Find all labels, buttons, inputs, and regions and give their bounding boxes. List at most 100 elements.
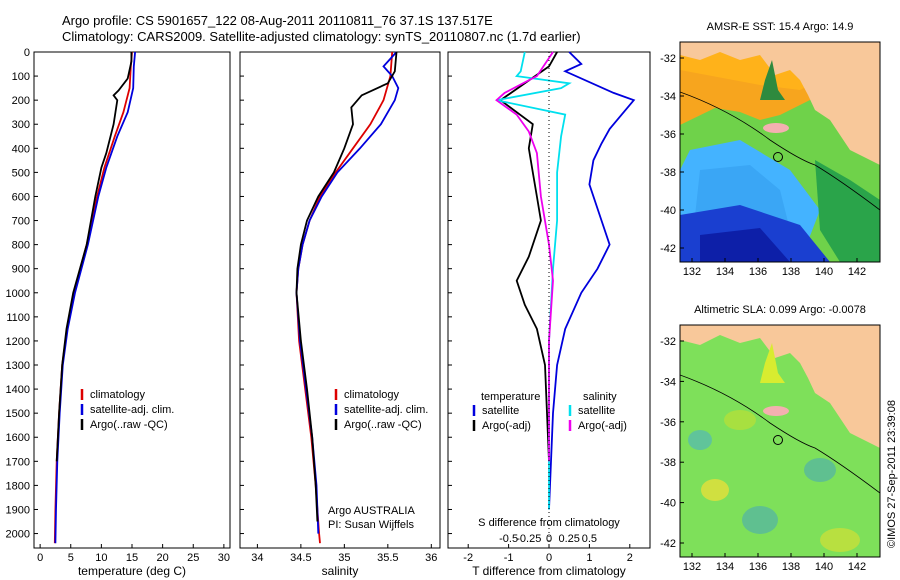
difference-legend-label: satellite	[578, 405, 615, 417]
difference-panel: -2 -1 0 1 2T difference from climatology	[447, 51, 651, 578]
temperature-series-line	[55, 52, 133, 462]
difference-xtick-label: -1	[504, 552, 514, 564]
sla_map-title: Altimetric SLA: 0.099 Argo: -0.0078	[694, 304, 866, 316]
depth-tick-label: 1500	[6, 408, 30, 420]
depth-tick-label: 1300	[6, 360, 30, 372]
depth-tick-label: 800	[12, 240, 30, 252]
sst_map-xtick-label: 138	[782, 266, 800, 278]
temperature-xtick-label: 0	[37, 552, 43, 564]
temperature-series-line	[54, 51, 136, 544]
salinity-legend-label: Argo(..raw -QC)	[344, 419, 422, 431]
salinity-annotation: Argo AUSTRALIA	[328, 505, 415, 517]
difference-legend-label: Argo(-adj)	[578, 420, 627, 432]
difference-legend-label: satellite	[482, 405, 519, 417]
sla_map-ytick-label: -34	[660, 376, 676, 388]
temperature-frame	[33, 51, 231, 549]
sst_map-ytick-label: -34	[660, 91, 676, 103]
difference-series-line	[548, 51, 636, 510]
temperature-xlabel: temperature (deg C)	[78, 564, 186, 578]
salinity-legend-label: satellite-adj. clim.	[344, 404, 428, 416]
sla_map-ytick-label: -38	[660, 457, 676, 469]
difference-s-tick-label: -0.25	[516, 533, 541, 545]
sst_map-ytick-label: -38	[660, 167, 676, 179]
sst_map-ytick-label: -36	[660, 129, 676, 141]
salinity-xtick-label: 34.5	[290, 552, 311, 564]
depth-tick-label: 1400	[6, 384, 30, 396]
depth-tick-label: 100	[12, 71, 30, 83]
sst_map-xtick-label: 142	[848, 266, 866, 278]
depth-tick-label: 1600	[6, 432, 30, 444]
temperature-legend-label: climatology	[90, 389, 146, 401]
sst_map-title: AMSR-E SST: 15.4 Argo: 14.9	[707, 21, 854, 33]
sla_map-xtick-label: 134	[716, 561, 734, 573]
sla-map-frame	[679, 324, 881, 558]
temperature-series-line	[53, 51, 133, 544]
sst_map-xtick-label: 136	[749, 266, 767, 278]
sst_map-xtick-label: 140	[815, 266, 833, 278]
temperature-legend-label: Argo(..raw -QC)	[90, 419, 168, 431]
depth-tick-label: 1000	[6, 288, 30, 300]
depth-tick-label: 700	[12, 216, 30, 228]
sst_map-ytick-label: -42	[660, 243, 676, 255]
salinity-xtick-label: 36	[425, 552, 437, 564]
sla_map-xtick-label: 132	[683, 561, 701, 573]
depth-tick-label: 0	[24, 47, 30, 59]
temperature-xtick-label: 5	[68, 552, 74, 564]
depth-tick-label: 900	[12, 264, 30, 276]
sla_map-xtick-label: 138	[782, 561, 800, 573]
temperature-legend-label: satellite-adj. clim.	[90, 404, 174, 416]
difference-xtick-label: 0	[546, 552, 552, 564]
difference-s-tick-label: 0.5	[582, 533, 597, 545]
sla_map-xtick-label: 140	[815, 561, 833, 573]
temperature-xtick-label: 20	[157, 552, 169, 564]
salinity-panel: 34 34.5 35 35.5 36 salinity	[239, 51, 441, 578]
sst_map-xtick-label: 132	[683, 266, 701, 278]
difference-s-tick-label: -0.5	[499, 533, 518, 545]
difference-legend-label: Argo(-adj)	[482, 420, 531, 432]
difference-xtick-label: 2	[627, 552, 633, 564]
sst_map-xtick-label: 134	[716, 266, 734, 278]
sla_map-ytick-label: -36	[660, 417, 676, 429]
depth-tick-label: 1200	[6, 336, 30, 348]
difference-series-line	[498, 51, 558, 462]
difference-s-tick-label: 0	[546, 533, 552, 545]
depth-tick-label: 1100	[6, 312, 30, 324]
salinity-legend-label: climatology	[344, 389, 400, 401]
chart-title-line1: Argo profile: CS 5901657_122 08-Aug-2011…	[62, 13, 493, 28]
salinity-series-line	[295, 51, 400, 534]
sla_map-xtick-label: 136	[749, 561, 767, 573]
difference-s-xlabel: S difference from climatology	[478, 517, 620, 529]
difference-legend-header-salinity: salinity	[583, 391, 617, 403]
depth-tick-label: 2000	[6, 529, 30, 541]
difference-s-tick-label: 0.25	[558, 533, 579, 545]
temperature-xtick-label: 10	[95, 552, 107, 564]
chart-title-line2: Climatology: CARS2009. Satellite-adjuste…	[62, 29, 581, 44]
temperature-xtick-label: 15	[126, 552, 138, 564]
temperature-panel: 0 5 10 15 20 25 30 temperature (deg C) 0 100 200 30…	[6, 47, 231, 578]
sla_map-ytick-label: -40	[660, 498, 676, 510]
depth-tick-label: 200	[12, 95, 30, 107]
salinity-frame	[239, 51, 441, 549]
difference-legend-header-temperature: temperature	[481, 391, 540, 403]
depth-tick-label: 1900	[6, 504, 30, 516]
depth-tick-label: 300	[12, 119, 30, 131]
sla_map-ytick-label: -32	[660, 336, 676, 348]
sst-map-frame	[679, 41, 881, 263]
salinity-xtick-label: 35.5	[377, 552, 398, 564]
depth-tick-label: 1700	[6, 456, 30, 468]
sst_map-ytick-label: -40	[660, 205, 676, 217]
temperature-xtick-label: 30	[218, 552, 230, 564]
difference-xlabel: T difference from climatology	[472, 564, 626, 578]
depth-tick-label: 1800	[6, 480, 30, 492]
depth-tick-label: 400	[12, 143, 30, 155]
salinity-annotation: PI: Susan Wijffels	[328, 519, 414, 531]
difference-xtick-label: 1	[586, 552, 592, 564]
salinity-xtick-label: 34	[251, 552, 263, 564]
salinity-xtick-label: 35	[338, 552, 350, 564]
depth-tick-label: 600	[12, 191, 30, 203]
sst_map-ytick-label: -32	[660, 53, 676, 65]
salinity-series-line	[295, 51, 398, 522]
sst-map	[680, 42, 880, 262]
sla-map	[680, 325, 880, 557]
